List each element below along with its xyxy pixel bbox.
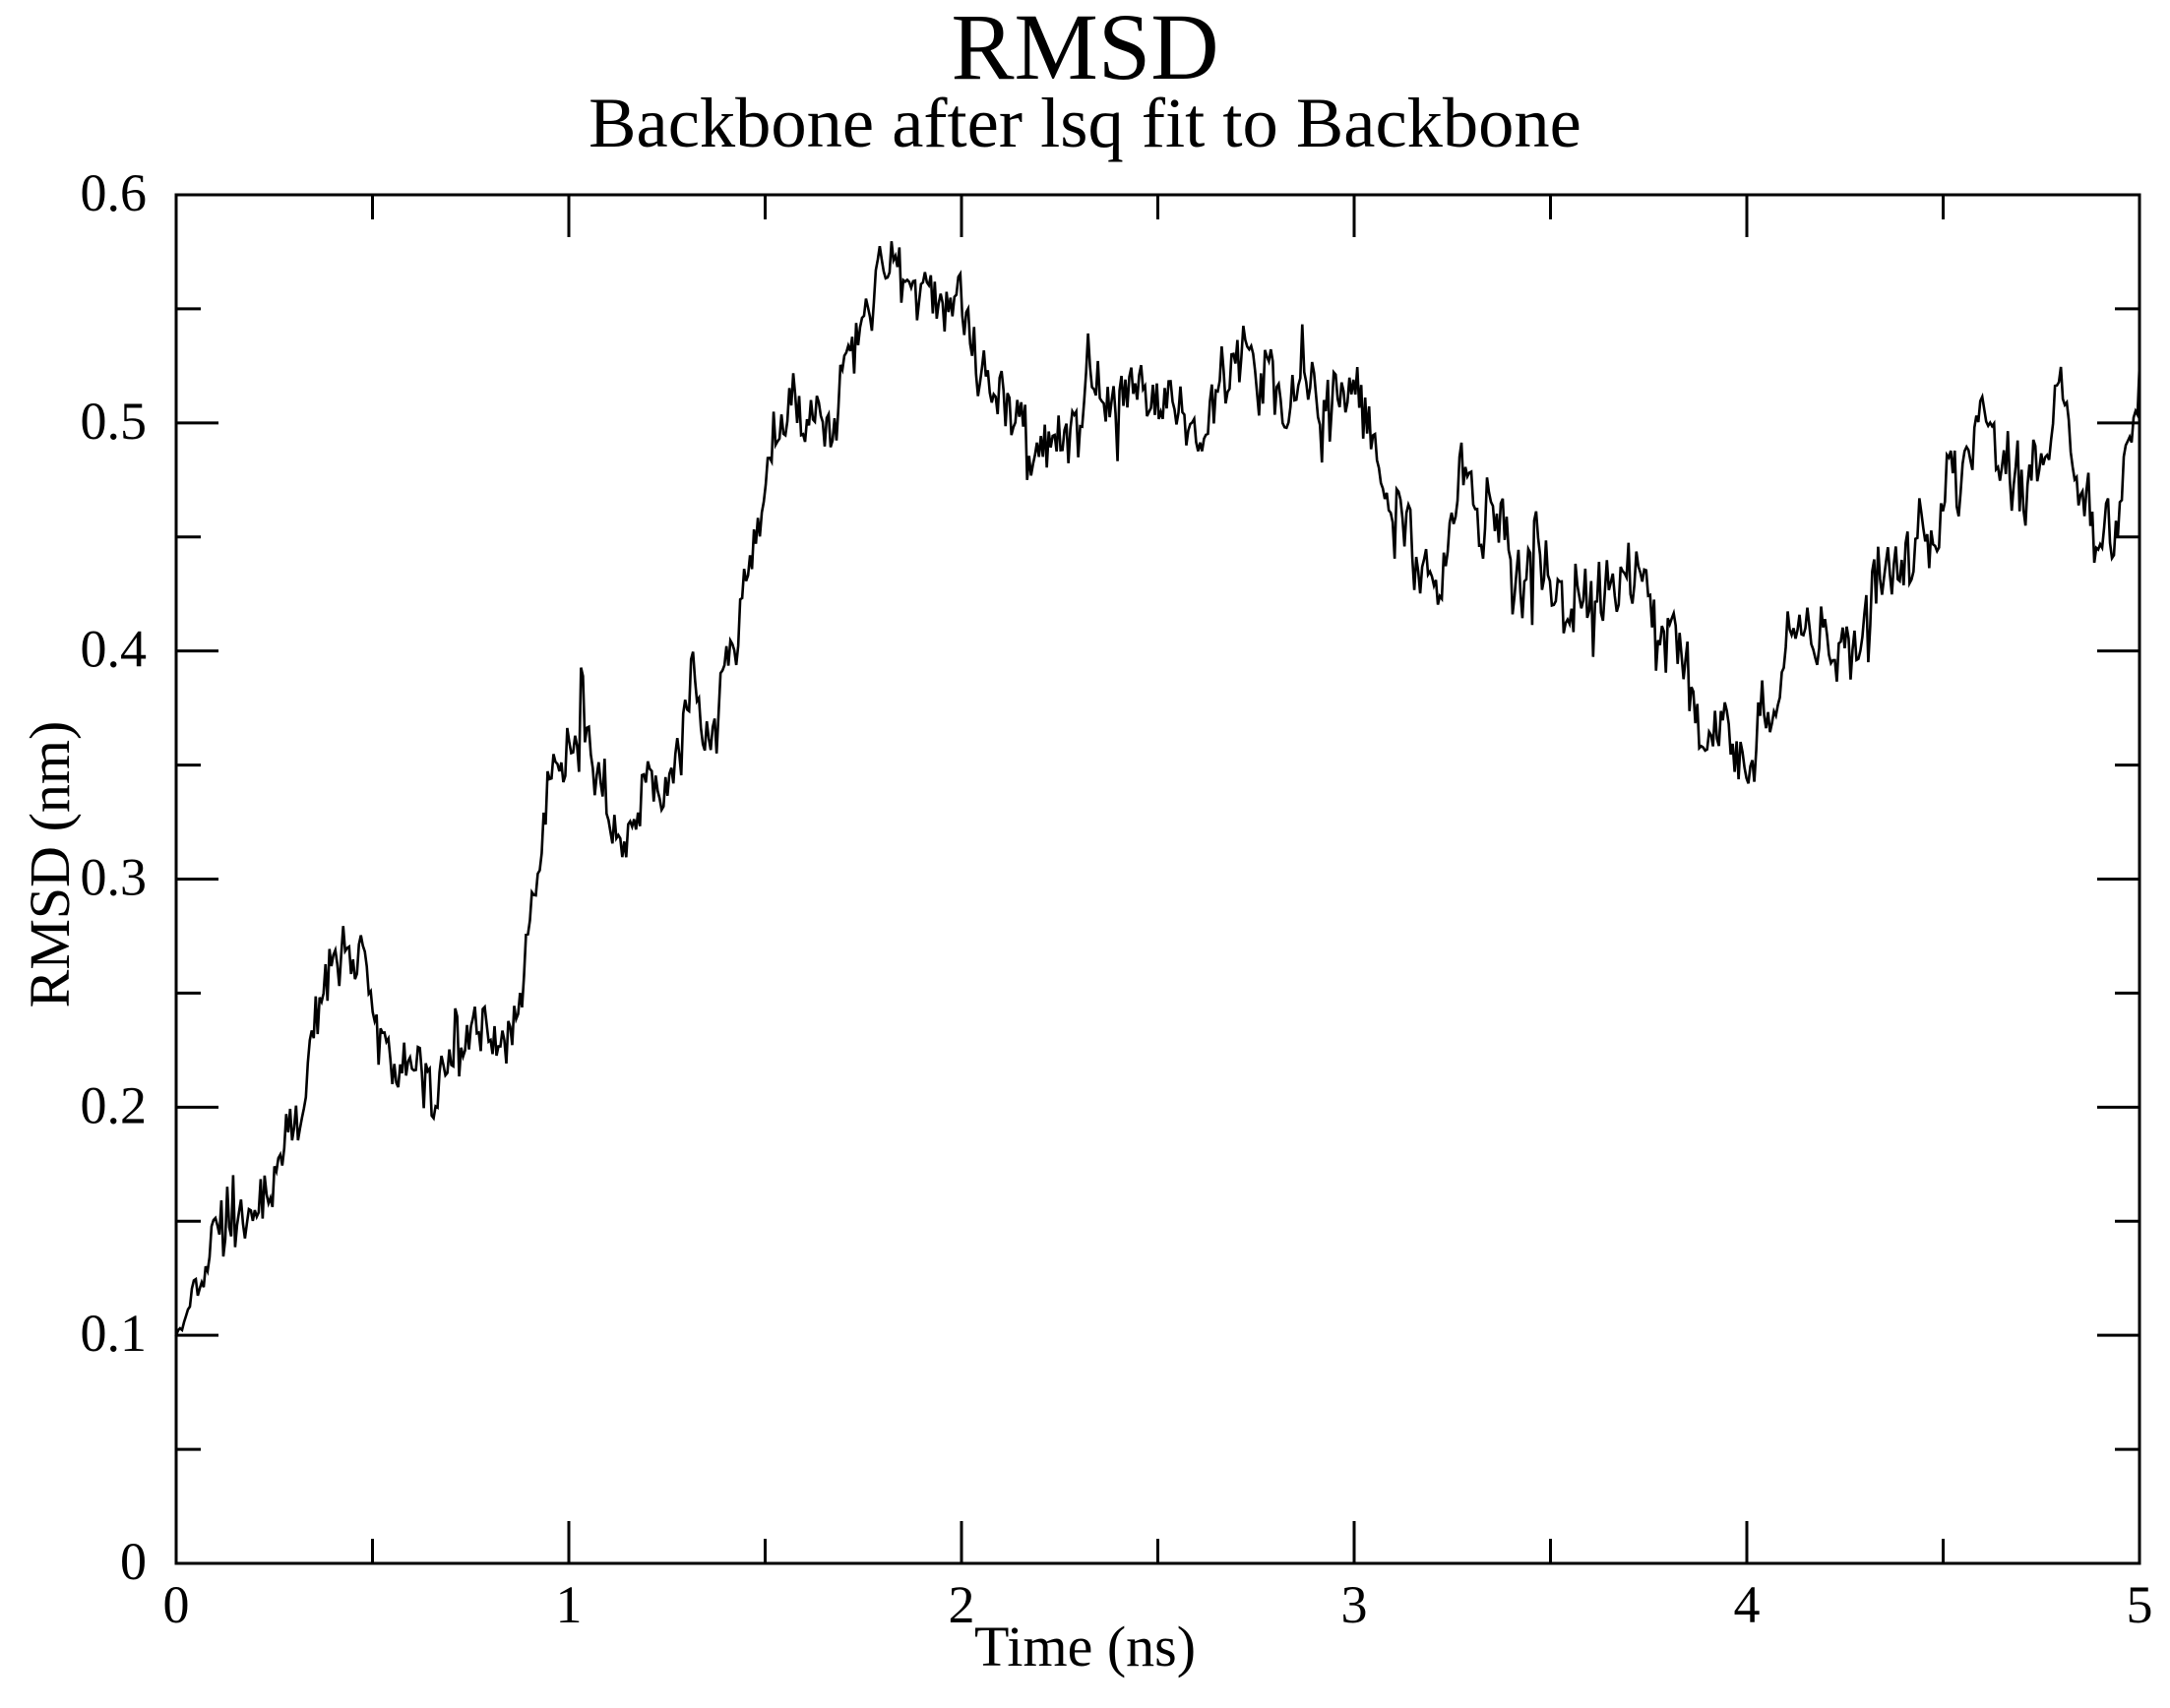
svg-text:0.1: 0.1: [81, 1304, 148, 1363]
svg-text:1: 1: [556, 1575, 583, 1634]
svg-text:0: 0: [163, 1575, 190, 1634]
svg-text:0.2: 0.2: [81, 1075, 148, 1134]
svg-text:0.3: 0.3: [81, 848, 148, 907]
svg-text:0.5: 0.5: [81, 392, 148, 451]
svg-text:2: 2: [949, 1575, 975, 1634]
svg-text:0: 0: [120, 1532, 147, 1591]
svg-text:4: 4: [1734, 1575, 1761, 1634]
svg-text:0.6: 0.6: [81, 163, 148, 222]
svg-text:5: 5: [2127, 1575, 2153, 1634]
svg-text:3: 3: [1341, 1575, 1368, 1634]
svg-text:0.4: 0.4: [81, 620, 148, 679]
